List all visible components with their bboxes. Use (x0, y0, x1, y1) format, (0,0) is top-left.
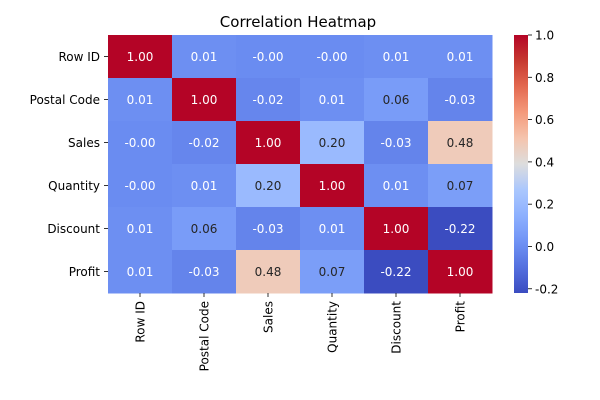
cell-value-label: 1.00 (383, 222, 410, 236)
y-tick-label: Sales (68, 136, 100, 150)
x-tick-labels: Row ID Postal Code Sales Quantity Discount Pr… (134, 293, 468, 371)
heatmap-cell (428, 164, 493, 208)
cell-value-label: 0.01 (127, 265, 154, 279)
heatmap-cell (428, 121, 493, 165)
cell-value-label: 0.01 (319, 93, 346, 107)
y-tick-label: Quantity (48, 179, 100, 193)
x-tick-label: Profit (454, 301, 468, 333)
cell-annotations: 1.00 0.01 -0.00 -0.00 0.01 0.01 0.01 1.00 -0.02 0… (124, 50, 475, 279)
chart-title: Correlation Heatmap (220, 13, 376, 31)
cell-value-label: -0.00 (252, 50, 283, 64)
heatmap-cell (236, 35, 301, 79)
cell-value-label: 1.00 (191, 93, 218, 107)
cell-value-label: -0.22 (444, 222, 475, 236)
cell-value-label: 0.01 (127, 93, 154, 107)
x-tick-label: Postal Code (198, 301, 212, 371)
heatmap-cell (172, 121, 237, 165)
cell-value-label: 0.48 (255, 265, 282, 279)
heatmap-cell (428, 250, 493, 294)
heatmap-cell (428, 35, 493, 79)
cell-value-label: -0.03 (444, 93, 475, 107)
heatmap-cell (172, 35, 237, 79)
cell-value-label: 0.06 (191, 222, 218, 236)
x-tick-label: Quantity (326, 301, 340, 353)
heatmap-cell (108, 78, 173, 122)
cell-value-label: -0.00 (124, 179, 155, 193)
cell-value-label: 0.06 (383, 93, 410, 107)
heatmap-cell (236, 250, 301, 294)
cell-value-label: 1.00 (447, 265, 474, 279)
heatmap-cell (108, 164, 173, 208)
heatmap-cell (428, 207, 493, 251)
colorbar-gradient (514, 35, 528, 293)
cell-value-label: -0.03 (380, 136, 411, 150)
heatmap-cell (364, 121, 429, 165)
cell-value-label: 0.07 (319, 265, 346, 279)
colorbar-tick-label: 0.8 (535, 71, 554, 85)
heatmap-cell (236, 121, 301, 165)
heatmap-cell (300, 121, 365, 165)
colorbar-tick-label: 0.6 (535, 113, 554, 127)
y-tick-labels: Row ID Postal Code Sales Quantity Discount Pr… (30, 50, 108, 279)
heatmap-cell (364, 35, 429, 79)
cell-value-label: 1.00 (127, 50, 154, 64)
cell-value-label: -0.02 (188, 136, 219, 150)
heatmap-cell (108, 121, 173, 165)
heatmap-cell (172, 164, 237, 208)
cell-value-label: 0.07 (447, 179, 474, 193)
heatmap-cell (236, 207, 301, 251)
cell-value-label: 0.48 (447, 136, 474, 150)
cell-value-label: -0.03 (188, 265, 219, 279)
cell-value-label: 0.01 (127, 222, 154, 236)
heatmap-cell (428, 78, 493, 122)
y-tick-label: Row ID (58, 50, 100, 64)
colorbar-tick-label: 0.0 (535, 240, 554, 254)
heatmap-cell (300, 35, 365, 79)
heatmap-cell (108, 35, 173, 79)
colorbar-tick-label: 1.0 (535, 29, 554, 43)
cell-value-label: -0.22 (380, 265, 411, 279)
heatmap-cell (300, 78, 365, 122)
colorbar-tick-label: 0.2 (535, 198, 554, 212)
y-tick-label: Discount (47, 222, 100, 236)
heatmap-cell (236, 78, 301, 122)
heatmap-cells (108, 35, 493, 294)
heatmap-cell (300, 164, 365, 208)
cell-value-label: 0.01 (447, 50, 474, 64)
cell-value-label: -0.00 (124, 136, 155, 150)
cell-value-label: -0.00 (316, 50, 347, 64)
x-tick-label: Row ID (134, 301, 148, 343)
y-tick-label: Profit (69, 265, 101, 279)
heatmap-cell (172, 78, 237, 122)
x-tick-label: Sales (262, 301, 276, 333)
cell-value-label: 0.01 (191, 50, 218, 64)
heatmap-cell (108, 207, 173, 251)
heatmap-cell (300, 250, 365, 294)
cell-value-label: -0.03 (252, 222, 283, 236)
heatmap-cell (364, 78, 429, 122)
colorbar-tick-label: -0.2 (535, 282, 558, 296)
heatmap-cell (172, 250, 237, 294)
colorbar-tick-label: 0.4 (535, 155, 554, 169)
cell-value-label: 0.01 (383, 50, 410, 64)
heatmap-cell (364, 164, 429, 208)
heatmap-cell (172, 207, 237, 251)
cell-value-label: 0.20 (319, 136, 346, 150)
cell-value-label: 1.00 (319, 179, 346, 193)
heatmap-cell (236, 164, 301, 208)
cell-value-label: 0.01 (383, 179, 410, 193)
x-tick-label: Discount (390, 301, 404, 354)
cell-value-label: -0.02 (252, 93, 283, 107)
cell-value-label: 0.01 (319, 222, 346, 236)
colorbar: -0.2 0.0 0.2 0.4 0.6 0.8 1.0 (514, 29, 558, 296)
heatmap-cell (364, 250, 429, 294)
cell-value-label: 0.20 (255, 179, 282, 193)
y-tick-label: Postal Code (30, 93, 100, 107)
cell-value-label: 0.01 (191, 179, 218, 193)
heatmap-cell (364, 207, 429, 251)
heatmap-cell (300, 207, 365, 251)
heatmap-cell (108, 250, 173, 294)
cell-value-label: 1.00 (255, 136, 282, 150)
